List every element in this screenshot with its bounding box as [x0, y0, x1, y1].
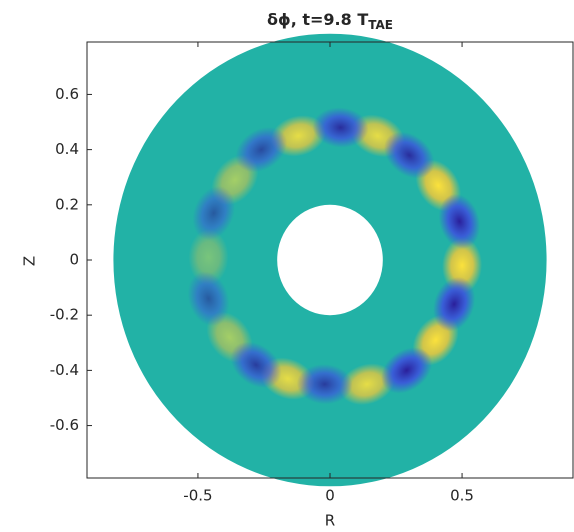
field-blob	[192, 185, 235, 241]
field-blob	[230, 341, 282, 388]
annulus	[113, 33, 547, 487]
y-tick-label: -0.2	[50, 306, 79, 324]
x-tick-label: -0.5	[183, 487, 212, 505]
field-blob	[339, 363, 395, 406]
chart-title: δϕ, t=9.8 TTAE	[267, 10, 393, 32]
y-axis-label: Z	[21, 256, 39, 266]
field-blob	[312, 107, 369, 148]
y-tick-label: 0.6	[55, 85, 79, 103]
title-main: δϕ, t=9.8 T	[267, 10, 368, 29]
y-tick-label: 0.4	[55, 140, 79, 158]
field-blob	[235, 126, 288, 173]
field-blob	[438, 193, 481, 249]
x-tick-label: 0	[325, 487, 335, 505]
y-tick-label: 0.2	[55, 195, 79, 213]
field-blob	[381, 347, 433, 394]
field-blob	[187, 271, 230, 327]
y-tick-label: 0	[69, 251, 79, 269]
y-tick-label: -0.4	[50, 361, 79, 379]
title-subscript: TAE	[368, 18, 393, 32]
field-blob	[188, 229, 229, 286]
field-blob	[296, 364, 353, 405]
field-blob	[384, 131, 435, 179]
y-tick-label: -0.6	[50, 416, 79, 434]
field-blob	[433, 276, 476, 332]
x-tick-label: 0.5	[450, 487, 474, 505]
x-axis-label: R	[325, 512, 335, 530]
